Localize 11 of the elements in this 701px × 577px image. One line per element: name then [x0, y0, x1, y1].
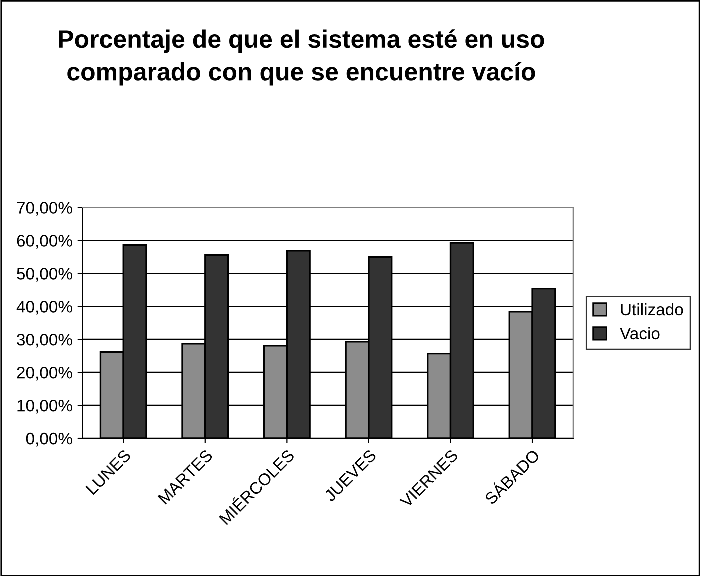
legend-label: Utilizado [621, 303, 684, 316]
y-tick-label: 10,00% [18, 400, 72, 414]
y-tick-label: 30,00% [17, 334, 72, 348]
y-tick-label: 40,00% [16, 301, 72, 315]
y-tick-label: 0,00% [26, 432, 72, 447]
chart-title: Porcentaje de que el sistema esté en uso comparado con que se encuentre vacío [59, 30, 544, 86]
y-tick-label: 70,00% [17, 202, 72, 216]
legend-label: Vacio [620, 327, 660, 340]
y-tick-label: 60,00% [17, 235, 72, 249]
y-tick-label: 50,00% [17, 268, 72, 282]
y-tick-label: 20,00% [17, 366, 72, 381]
